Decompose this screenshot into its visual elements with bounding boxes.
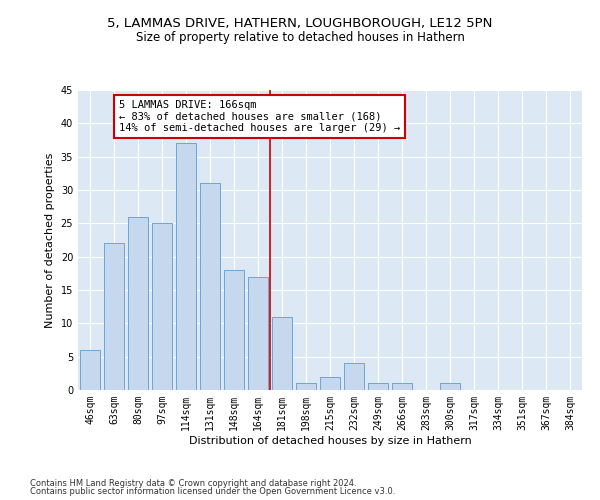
Bar [296, 384, 316, 390]
Text: Contains HM Land Registry data © Crown copyright and database right 2024.: Contains HM Land Registry data © Crown c… [30, 478, 356, 488]
Bar [440, 384, 460, 390]
Text: 5, LAMMAS DRIVE, HATHERN, LOUGHBOROUGH, LE12 5PN: 5, LAMMAS DRIVE, HATHERN, LOUGHBOROUGH, … [107, 18, 493, 30]
Bar [248, 276, 268, 390]
Y-axis label: Number of detached properties: Number of detached properties [45, 152, 55, 328]
Bar [104, 244, 124, 390]
Bar [272, 316, 292, 390]
Bar [128, 216, 148, 390]
Bar [368, 384, 388, 390]
X-axis label: Distribution of detached houses by size in Hathern: Distribution of detached houses by size … [188, 436, 472, 446]
Bar [80, 350, 100, 390]
Bar [152, 224, 172, 390]
Bar [344, 364, 364, 390]
Text: Contains public sector information licensed under the Open Government Licence v3: Contains public sector information licen… [30, 487, 395, 496]
Bar [224, 270, 244, 390]
Bar [392, 384, 412, 390]
Text: Size of property relative to detached houses in Hathern: Size of property relative to detached ho… [136, 31, 464, 44]
Bar [320, 376, 340, 390]
Bar [200, 184, 220, 390]
Text: 5 LAMMAS DRIVE: 166sqm
← 83% of detached houses are smaller (168)
14% of semi-de: 5 LAMMAS DRIVE: 166sqm ← 83% of detached… [119, 100, 400, 133]
Bar [176, 144, 196, 390]
